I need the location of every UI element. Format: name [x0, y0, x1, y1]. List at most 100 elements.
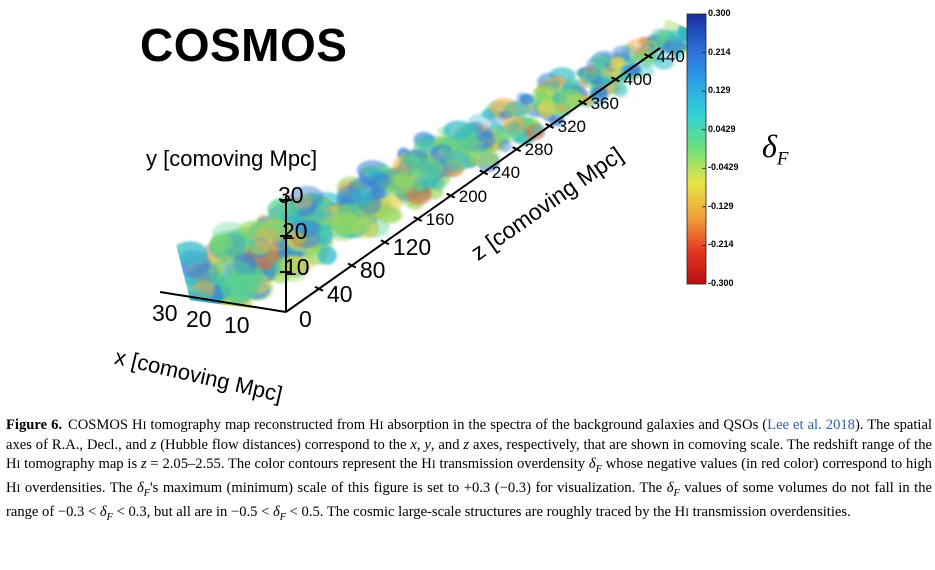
volume-blob: [652, 53, 665, 63]
x-tick-label: 30: [152, 300, 178, 326]
z-tick: [347, 262, 357, 269]
caption-figure-label: Figure 6.: [6, 417, 63, 433]
axes: [159, 47, 661, 313]
caption-var: δ: [272, 504, 280, 521]
caption-var: δ: [666, 480, 674, 497]
caption-var: z: [140, 456, 147, 473]
z-tick: [578, 99, 588, 106]
colorbar-tick-label: -0.0429: [708, 162, 739, 173]
z-tick-label: 240: [491, 163, 521, 183]
caption-text: I: [16, 483, 21, 496]
volume-blob: [210, 230, 253, 257]
caption-text: I: [685, 507, 689, 520]
volume-blob: [547, 80, 561, 93]
z-tick: [314, 285, 324, 292]
caption-var-sub: F: [279, 512, 287, 524]
x-tick-label: 20: [186, 306, 212, 332]
caption-text: ). The spatial axes of R.A., Decl., and: [6, 417, 933, 454]
z-tick-marks: [314, 53, 653, 292]
volume-blob: [175, 241, 208, 266]
caption-text: tomography map is: [20, 456, 141, 473]
caption-var-sub: F: [143, 488, 151, 500]
volume-blob: [593, 65, 608, 77]
volume-blob: [506, 122, 521, 135]
z-tick: [545, 123, 555, 129]
volume-blob: [650, 28, 670, 44]
caption-text: I: [16, 459, 21, 472]
caption-text: overdensities. The: [20, 480, 137, 497]
caption-text: COSMOS H: [68, 417, 143, 433]
z-tick-label: 360: [590, 93, 619, 113]
volume-blob: [663, 39, 687, 54]
volume-blob: [605, 64, 623, 77]
caption-var: z: [150, 437, 157, 454]
z-tick: [479, 169, 489, 176]
z-tick: [446, 192, 456, 199]
caption-text: I: [379, 420, 384, 432]
figure-title: COSMOS: [140, 19, 348, 71]
volume-blob: [443, 120, 474, 140]
caption-var: z: [463, 437, 470, 454]
origin-tick-label: 0: [299, 306, 312, 332]
caption-text: , and: [430, 437, 464, 454]
volume-blob: [384, 174, 415, 194]
colorbar-tick-label: 0.0429: [708, 123, 736, 134]
colorbar-label: δF: [762, 128, 788, 170]
volume-blob: [294, 232, 307, 244]
z-tick-label: 40: [326, 280, 353, 307]
x-axis-line: [159, 291, 287, 313]
z-tick: [413, 216, 423, 222]
caption-text: < 0.3, but all are in −0.5 <: [112, 504, 273, 521]
caption-text: absorption in the spectra of the backgro…: [383, 417, 768, 433]
volume-blob: [626, 38, 650, 55]
volume-blob: [504, 101, 529, 118]
caption-var: δ: [99, 504, 107, 521]
volume-blob: [591, 92, 607, 106]
figure-panel: COSMOS y [comoving Mpc] 30 20 10 30 20 1…: [112, 9, 788, 407]
caption-text: 's maximum (minimum) scale of this figur…: [150, 480, 667, 497]
volume-blob: [528, 101, 540, 111]
caption-text: I: [142, 420, 147, 432]
volume-blob: [481, 128, 493, 139]
caption-text: axes, respectively, that are shown in co…: [6, 437, 933, 473]
caption-text: I: [431, 459, 436, 472]
colorbar-tick-label: -0.300: [708, 278, 734, 288]
caption-var: δ: [588, 456, 596, 473]
colorbar: [686, 13, 707, 285]
volume-blob: [566, 77, 579, 86]
volume-blob: [254, 227, 280, 253]
caption-text: whose negative values (in red color) cor…: [6, 456, 932, 497]
z-tick-label: 80: [359, 257, 386, 284]
volume-blob: [317, 246, 337, 265]
tomography-visual: [159, 13, 707, 315]
volume-blob: [438, 145, 449, 155]
volume-blob: [350, 189, 373, 207]
z-tick: [512, 146, 522, 153]
caption-var: x: [410, 437, 417, 454]
volume-blob: [629, 51, 643, 62]
volume-blob: [625, 63, 641, 76]
caption-var: δ: [136, 480, 144, 497]
volume-blob: [298, 220, 321, 237]
caption-var-sub: F: [673, 488, 680, 500]
z-tick: [644, 53, 653, 60]
caption-text: < 0.5. The cosmic large-scale structures…: [286, 504, 686, 521]
caption-var-sub: F: [595, 464, 602, 476]
colorbar-label-sub: F: [776, 148, 789, 170]
volume-blob: [208, 258, 254, 288]
volume-blob: [614, 83, 628, 98]
citation-link[interactable]: Lee et al. 2018: [767, 417, 855, 433]
colorbar-tick-marks: [702, 13, 706, 285]
colorbar-tick-label: -0.129: [708, 200, 734, 211]
volume-blob: [442, 150, 471, 172]
y-axis-label: y [comoving Mpc]: [146, 146, 318, 171]
colorbar-tick-label: 0.129: [708, 85, 731, 96]
volume-blob: [557, 89, 585, 107]
z-tick-label: 320: [557, 116, 586, 136]
caption-text: (Hubble flow distances) correspond to th…: [156, 437, 411, 454]
volume-blob: [537, 101, 555, 118]
caption-text: transmission overdensities.: [688, 504, 851, 521]
volume-blob: [370, 173, 392, 189]
z-tick: [380, 239, 390, 246]
volume-blob: [292, 194, 313, 209]
